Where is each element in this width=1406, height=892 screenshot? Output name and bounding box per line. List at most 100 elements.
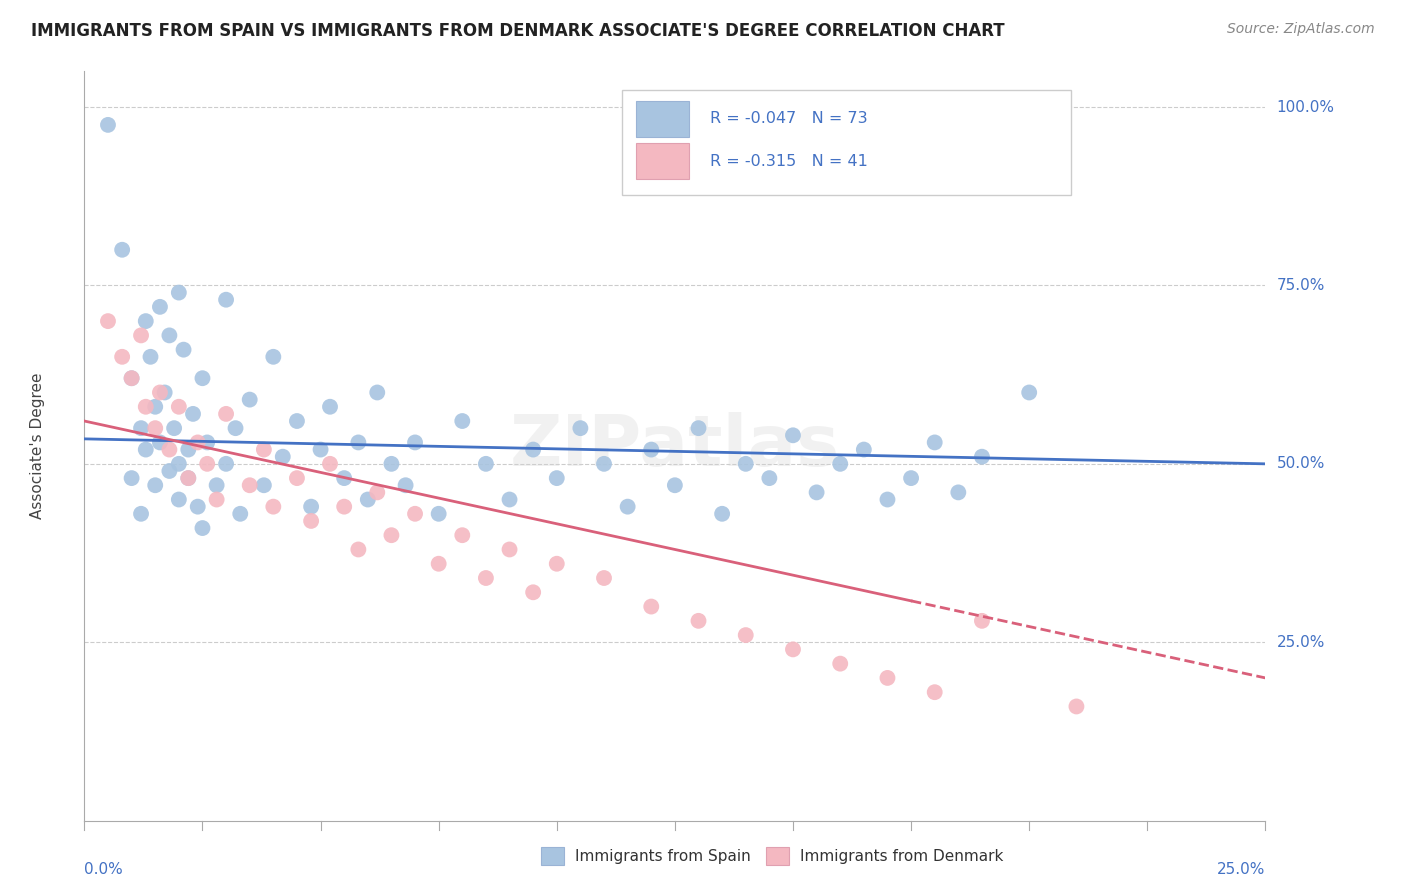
Point: [285, 471, 308, 485]
Point: [688, 421, 710, 435]
Text: R = -0.047   N = 73: R = -0.047 N = 73: [710, 112, 868, 126]
Point: [970, 450, 993, 464]
Point: [475, 571, 498, 585]
Point: [225, 421, 247, 435]
Point: [239, 478, 262, 492]
Point: [177, 471, 200, 485]
Point: [451, 414, 474, 428]
Point: [157, 442, 180, 457]
Point: [121, 371, 143, 385]
Point: [876, 492, 898, 507]
Point: [139, 350, 162, 364]
Point: [734, 628, 756, 642]
Point: [319, 400, 342, 414]
Point: [205, 478, 228, 492]
Point: [475, 457, 498, 471]
Point: [616, 500, 638, 514]
Point: [546, 471, 568, 485]
Point: [830, 457, 852, 471]
Text: Source: ZipAtlas.com: Source: ZipAtlas.com: [1227, 22, 1375, 37]
Point: [569, 421, 592, 435]
Point: [900, 471, 922, 485]
Point: [167, 285, 190, 300]
Point: [782, 428, 804, 442]
Point: [262, 350, 284, 364]
Point: [299, 500, 322, 514]
Point: [97, 314, 120, 328]
Point: [129, 507, 152, 521]
Point: [366, 485, 388, 500]
Point: [948, 485, 970, 500]
Point: [498, 542, 520, 557]
Text: 50.0%: 50.0%: [1277, 457, 1324, 471]
Point: [135, 442, 157, 457]
Point: [167, 492, 190, 507]
Point: [262, 500, 284, 514]
Point: [427, 557, 450, 571]
Point: [347, 435, 370, 450]
Point: [191, 371, 214, 385]
Point: [149, 435, 172, 450]
Point: [121, 371, 143, 385]
Point: [876, 671, 898, 685]
Point: [121, 471, 143, 485]
Point: [427, 507, 450, 521]
Point: [522, 442, 544, 457]
Point: [333, 471, 356, 485]
Point: [253, 478, 276, 492]
Text: Associate's Degree: Associate's Degree: [30, 373, 45, 519]
Point: [205, 492, 228, 507]
Point: [285, 414, 308, 428]
Point: [167, 457, 190, 471]
Point: [191, 521, 214, 535]
Point: [498, 492, 520, 507]
Point: [806, 485, 828, 500]
Point: [157, 328, 180, 343]
Point: [181, 407, 204, 421]
Point: [143, 400, 166, 414]
Point: [451, 528, 474, 542]
Text: ZIPatlas: ZIPatlas: [510, 411, 839, 481]
Point: [593, 571, 616, 585]
Point: [177, 442, 200, 457]
Point: [215, 407, 238, 421]
Point: [97, 118, 120, 132]
Point: [177, 471, 200, 485]
Point: [734, 457, 756, 471]
Point: [111, 350, 134, 364]
Text: Immigrants from Spain: Immigrants from Spain: [575, 849, 751, 863]
Point: [299, 514, 322, 528]
Point: [149, 385, 172, 400]
FancyBboxPatch shape: [621, 90, 1070, 195]
Text: Immigrants from Denmark: Immigrants from Denmark: [800, 849, 1004, 863]
Point: [546, 557, 568, 571]
Point: [167, 400, 190, 414]
Point: [664, 478, 686, 492]
Point: [711, 507, 734, 521]
Point: [309, 442, 332, 457]
Text: IMMIGRANTS FROM SPAIN VS IMMIGRANTS FROM DENMARK ASSOCIATE'S DEGREE CORRELATION : IMMIGRANTS FROM SPAIN VS IMMIGRANTS FROM…: [31, 22, 1004, 40]
Point: [271, 450, 294, 464]
Point: [143, 421, 166, 435]
Text: R = -0.315   N = 41: R = -0.315 N = 41: [710, 153, 868, 169]
Text: 0.0%: 0.0%: [84, 862, 124, 877]
Text: 75.0%: 75.0%: [1277, 278, 1324, 293]
Point: [135, 314, 157, 328]
Point: [357, 492, 380, 507]
Text: 25.0%: 25.0%: [1277, 635, 1324, 649]
Point: [1066, 699, 1088, 714]
Point: [1018, 385, 1040, 400]
Point: [319, 457, 342, 471]
Point: [852, 442, 875, 457]
Point: [173, 343, 195, 357]
Point: [195, 435, 218, 450]
Point: [970, 614, 993, 628]
Point: [924, 685, 946, 699]
Point: [380, 528, 402, 542]
Point: [593, 457, 616, 471]
Text: 25.0%: 25.0%: [1218, 862, 1265, 877]
Point: [253, 442, 276, 457]
Point: [347, 542, 370, 557]
Text: 100.0%: 100.0%: [1277, 100, 1334, 114]
Point: [129, 421, 152, 435]
